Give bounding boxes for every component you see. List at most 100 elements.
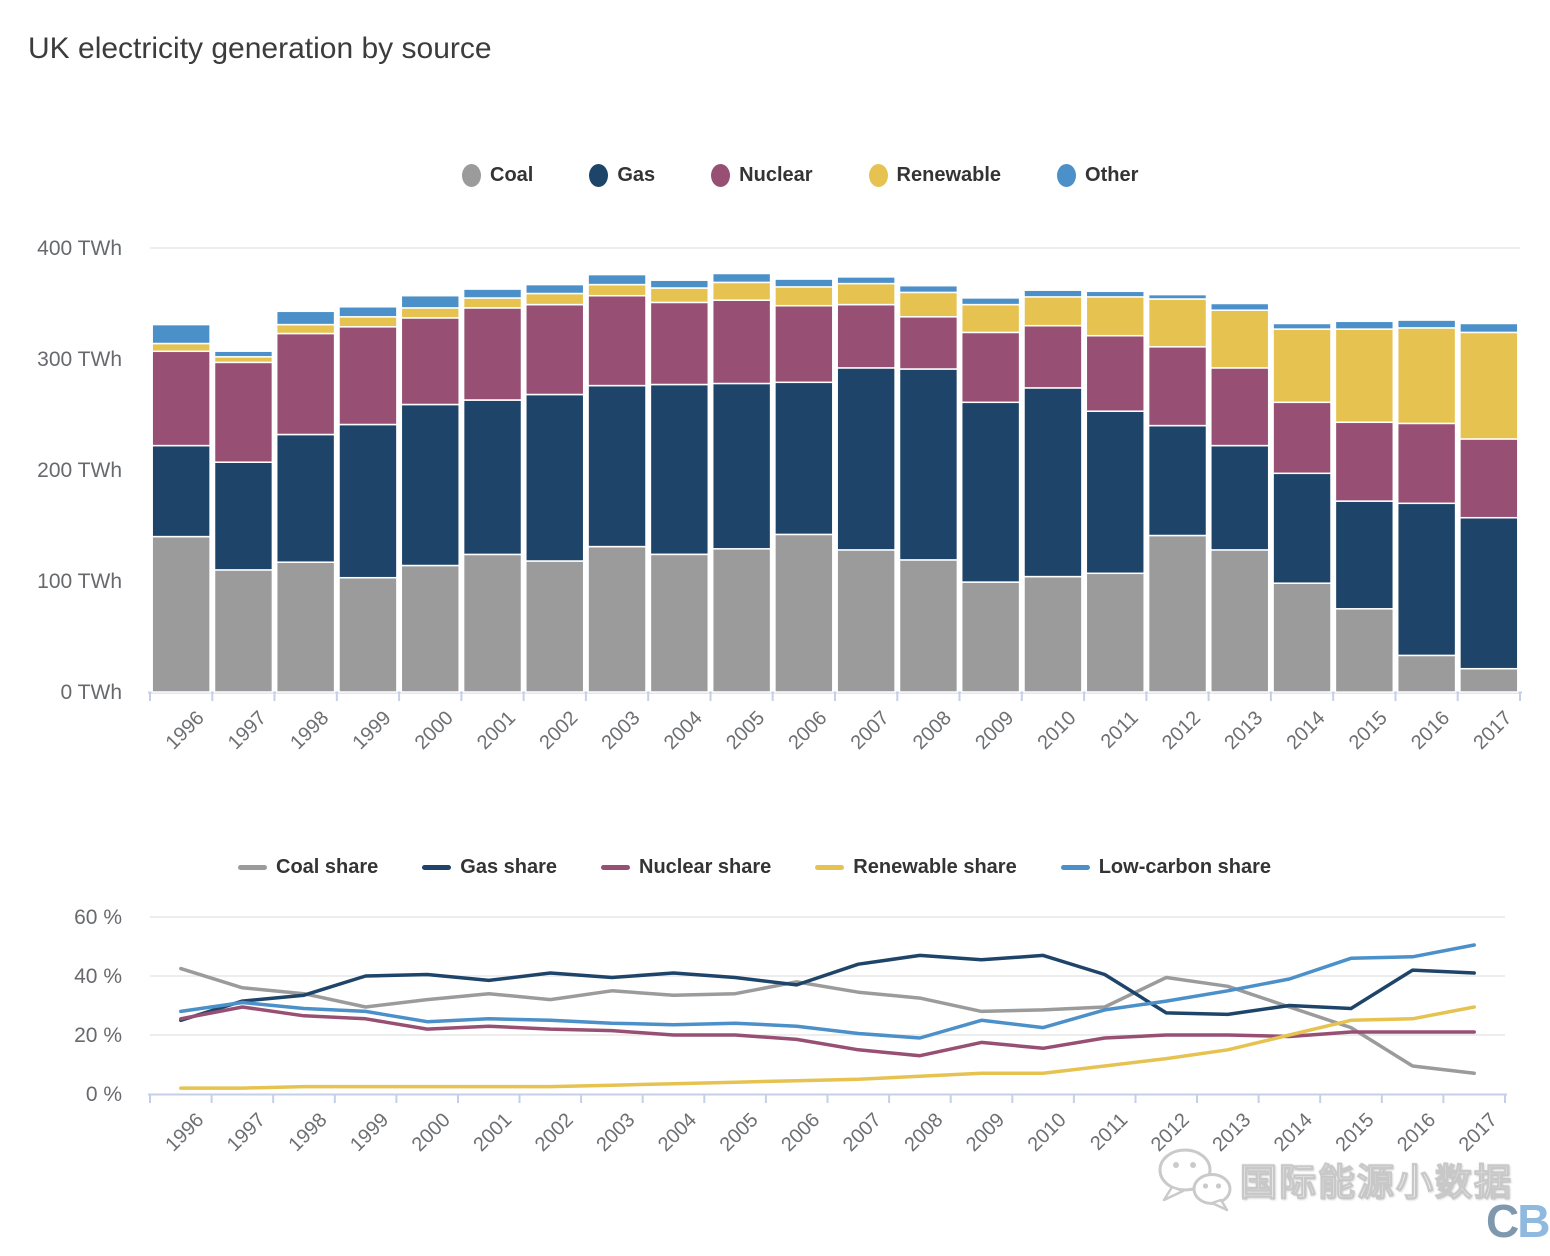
bar-1999-nuclear	[338, 326, 398, 426]
share-year-label-2001: 2001	[469, 1109, 516, 1156]
share-year-label-2003: 2003	[592, 1109, 639, 1156]
bar-2009-other	[960, 297, 1021, 306]
line-nuclear-share	[179, 1005, 1476, 1058]
bar-2014-renewable	[1272, 328, 1332, 404]
share-year-label-2000: 2000	[408, 1109, 455, 1156]
bar-1996-renewable	[151, 342, 211, 353]
legend-label-other: Other	[1085, 164, 1139, 186]
bar-2012-nuclear	[1147, 346, 1208, 427]
share-ytick-60: 60 %	[74, 906, 122, 929]
bar-2003-other	[587, 273, 647, 286]
legend-item-renewable: Renewable	[868, 164, 1002, 187]
bar-2002-other	[525, 283, 585, 295]
bar-2011-nuclear	[1085, 334, 1145, 412]
bar-2007-gas	[836, 367, 896, 551]
bar-1998-other	[275, 310, 336, 326]
bar-2006-other	[774, 278, 834, 288]
gen-year-label-1999: 1999	[349, 707, 396, 754]
legend-label-coal: Coal	[490, 164, 534, 186]
share-ytick-0: 0 %	[86, 1083, 122, 1106]
bar-2013-gas	[1210, 444, 1270, 551]
bar-2014-nuclear	[1272, 401, 1332, 475]
bar-2016-gas	[1396, 502, 1457, 657]
bar-2003-coal	[587, 545, 647, 693]
bar-2011-gas	[1085, 410, 1145, 575]
line-coal-share	[179, 966, 1476, 1076]
bar-2017-other	[1459, 322, 1519, 334]
bar-2003-nuclear	[587, 294, 647, 387]
gen-year-label-2012: 2012	[1158, 707, 1205, 754]
bar-2004-coal	[649, 553, 710, 693]
share-year-label-2005: 2005	[716, 1109, 763, 1156]
legend-item-coal: Coal	[462, 164, 533, 187]
bar-1999-gas	[338, 423, 398, 579]
bar-2011-coal	[1085, 572, 1145, 693]
gen-year-label-2009: 2009	[971, 707, 1018, 754]
legend-label-nuclear-share: Nuclear share	[639, 856, 772, 878]
share-year-label-2011: 2011	[1086, 1109, 1132, 1155]
bar-2015-other	[1334, 320, 1395, 330]
legend-line-icon-nuclear-share	[601, 865, 630, 870]
share-ytick-40: 40 %	[74, 965, 122, 988]
bar-1996-coal	[151, 535, 211, 693]
bar-2003-gas	[587, 384, 647, 548]
gen-year-label-2016: 2016	[1407, 707, 1454, 754]
bar-2004-other	[649, 279, 710, 289]
legend-label-low-carbon-share: Low-carbon share	[1098, 856, 1271, 878]
bar-2006-gas	[774, 381, 834, 536]
bar-2016-coal	[1396, 654, 1457, 693]
bar-2014-gas	[1272, 472, 1332, 584]
carbonbrief-logo: CB	[1486, 1198, 1550, 1244]
bar-2000-gas	[400, 403, 460, 567]
share-year-label-1996: 1996	[161, 1109, 208, 1156]
bar-2015-coal	[1334, 608, 1395, 693]
bar-2009-coal	[960, 581, 1021, 693]
bar-2002-nuclear	[525, 303, 585, 396]
bar-1999-coal	[338, 576, 398, 693]
legend-label-renewable: Renewable	[896, 164, 1002, 186]
legend-label-renewable-share: Renewable share	[853, 856, 1017, 878]
share-year-label-2009: 2009	[962, 1109, 1009, 1156]
legend-line-icon-coal-share	[238, 865, 267, 870]
bar-2015-renewable	[1334, 328, 1395, 423]
gen-ytick-0: 0 TWh	[61, 681, 122, 704]
bar-2014-other	[1272, 322, 1332, 330]
legend-item-nuclear: Nuclear	[711, 164, 813, 187]
gen-ytick-400: 400 TWh	[37, 237, 122, 260]
legend-label-gas-share: Gas share	[460, 856, 557, 878]
gen-ytick-100: 100 TWh	[37, 570, 122, 593]
line-low-carbon-share	[179, 943, 1476, 1040]
gen-year-label-2002: 2002	[535, 707, 582, 754]
legend-label-gas: Gas	[617, 164, 656, 186]
bar-1997-coal	[213, 569, 274, 693]
watermark: 国际能源小数据	[1158, 1146, 1513, 1212]
gen-year-label-2005: 2005	[722, 707, 769, 754]
bar-2007-other	[836, 276, 896, 285]
gen-year-label-2000: 2000	[411, 707, 458, 754]
share-year-label-2002: 2002	[531, 1109, 578, 1156]
bar-2002-renewable	[525, 292, 585, 306]
legend-item-coal-share: Coal share	[238, 856, 378, 879]
bar-2012-renewable	[1147, 298, 1208, 348]
bar-1999-other	[338, 306, 398, 318]
legend-item-other: Other	[1057, 164, 1138, 187]
share-year-label-1997: 1997	[223, 1109, 270, 1156]
bar-2008-coal	[898, 559, 959, 693]
bar-2008-nuclear	[898, 316, 959, 370]
share-year-label-2010: 2010	[1024, 1109, 1071, 1156]
gen-year-label-2004: 2004	[660, 707, 707, 754]
bar-2001-coal	[462, 553, 523, 693]
bar-2001-gas	[462, 399, 523, 556]
gen-year-label-2010: 2010	[1034, 707, 1081, 754]
bar-1997-gas	[213, 461, 274, 571]
gen-year-label-2003: 2003	[598, 707, 645, 754]
bar-2001-nuclear	[462, 307, 523, 401]
bar-2009-nuclear	[960, 331, 1021, 404]
bar-2011-renewable	[1085, 296, 1145, 337]
legend-label-coal-share: Coal share	[276, 856, 379, 878]
gen-year-label-2013: 2013	[1220, 707, 1267, 754]
bar-2017-renewable	[1459, 331, 1519, 440]
gen-year-label-2008: 2008	[909, 707, 956, 754]
bar-2016-nuclear	[1396, 422, 1457, 505]
gen-year-label-2006: 2006	[784, 707, 831, 754]
